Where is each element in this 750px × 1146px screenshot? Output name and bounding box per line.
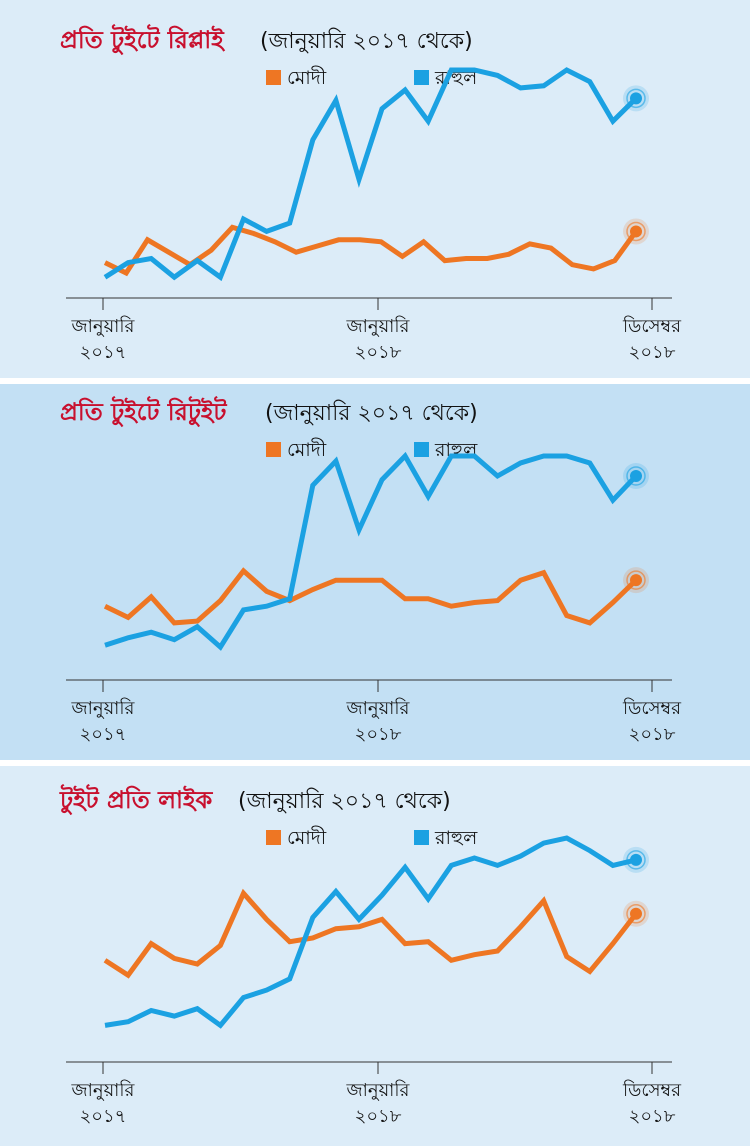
series-line-rahul xyxy=(103,67,638,282)
series-line-modi xyxy=(103,224,639,277)
chart-svg: টুইট প্রতি লাইক (জানুয়ারি ২০১৭ থেকে) মোদী… xyxy=(59,784,682,1127)
endpoint-ring xyxy=(626,466,646,486)
endpoint-dot xyxy=(630,92,642,105)
chart-title: প্রতি টুইটে রিটুইট xyxy=(60,396,227,427)
x-tick-label: ডিসেম্বর xyxy=(622,316,682,337)
legend-swatch xyxy=(414,442,429,457)
x-tick-year: ২০১৭ xyxy=(80,342,127,363)
x-tick-label: জানুয়ারি xyxy=(71,698,136,719)
x-tick-year: ২০১৭ xyxy=(80,724,127,745)
x-tick-label: জানুয়ারি xyxy=(71,316,136,337)
chart-svg: প্রতি টুইটে রিটুইট (জানুয়ারি ২০১৭ থেকে) ম… xyxy=(60,396,682,745)
legend-swatch xyxy=(266,70,281,85)
chart-panel-likes: টুইট প্রতি লাইক (জানুয়ারি ২০১৭ থেকে) মোদী… xyxy=(0,766,750,1146)
chart-svg: প্রতি টুইটে রিপ্লাই (জানুয়ারি ২০১৭ থেকে)… xyxy=(60,24,682,363)
endpoint-dot xyxy=(630,574,642,587)
legend-label: মোদী xyxy=(287,438,327,461)
x-tick-year: ২০১৮ xyxy=(355,342,402,363)
x-tick-year: ২০১৮ xyxy=(629,724,676,745)
chart-subtitle: (জানুয়ারি ২০১৭ থেকে) xyxy=(265,400,478,426)
endpoint-ring xyxy=(626,570,646,590)
x-tick-label: জানুয়ারি xyxy=(346,316,411,337)
endpoint-ring xyxy=(626,904,646,924)
legend-swatch xyxy=(414,830,429,845)
endpoint-ring xyxy=(626,221,646,242)
legend-swatch xyxy=(266,442,281,457)
legend-label: মোদী xyxy=(287,826,327,849)
chart-title: প্রতি টুইটে রিপ্লাই xyxy=(60,24,225,55)
x-tick-label: জানুয়ারি xyxy=(346,698,411,719)
x-tick-year: ২০১৮ xyxy=(629,342,676,363)
endpoint-ring xyxy=(626,88,646,109)
x-tick-year: ২০১৮ xyxy=(355,1106,402,1127)
endpoint-ring xyxy=(626,850,646,870)
x-tick-year: ২০১৮ xyxy=(355,724,402,745)
endpoint-dot xyxy=(630,225,642,238)
legend-swatch xyxy=(414,70,429,85)
series-line-rahul xyxy=(104,835,637,1029)
chart-subtitle: (জানুয়ারি ২০১৭ থেকে) xyxy=(238,788,451,814)
chart-panel-replies: প্রতি টুইটে রিপ্লাই (জানুয়ারি ২০১৭ থেকে)… xyxy=(0,0,750,378)
x-tick-label: জানুয়ারি xyxy=(71,1080,136,1101)
chart-title: টুইট প্রতি লাইক xyxy=(59,784,213,815)
x-tick-label: জানুয়ারি xyxy=(346,1080,411,1101)
endpoint-dot xyxy=(630,907,642,920)
chart-panel-retweets: প্রতি টুইটে রিটুইট (জানুয়ারি ২০১৭ থেকে) ম… xyxy=(0,384,750,760)
series-line-rahul xyxy=(104,451,638,651)
endpoint-dot xyxy=(630,470,642,482)
series-line-modi xyxy=(103,567,638,626)
chart-subtitle: (জানুয়ারি ২০১৭ থেকে) xyxy=(260,28,473,54)
x-tick-year: ২০১৮ xyxy=(629,1106,676,1127)
x-tick-label: ডিসেম্বর xyxy=(622,698,682,719)
x-tick-year: ২০১৭ xyxy=(80,1106,127,1127)
endpoint-dot xyxy=(630,853,642,866)
legend-swatch xyxy=(266,830,281,845)
x-tick-label: ডিসেম্বর xyxy=(622,1080,682,1101)
legend-label: রাহুল xyxy=(434,827,478,849)
series-line-modi xyxy=(103,888,638,979)
legend-label: মোদী xyxy=(287,66,327,89)
